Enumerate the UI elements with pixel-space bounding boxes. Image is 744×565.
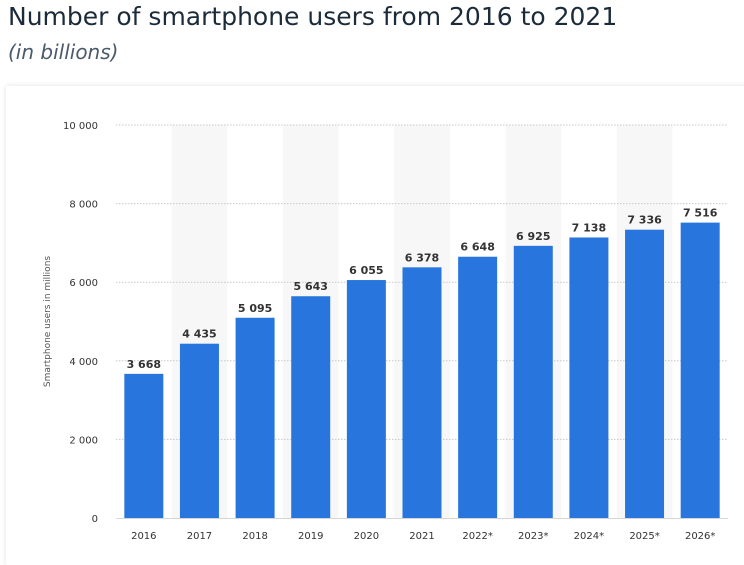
- x-tick-label: 2018: [242, 531, 267, 542]
- x-tick-label: 2026*: [685, 531, 715, 542]
- y-tick-label: 4 000: [69, 357, 98, 368]
- x-tick-label: 2017: [187, 531, 212, 542]
- bar: [625, 229, 665, 519]
- bar: [124, 373, 164, 518]
- x-tick-label: 2024*: [574, 531, 604, 542]
- x-tick-label: 2025*: [629, 531, 659, 542]
- data-label: 5 095: [238, 302, 272, 315]
- data-label: 3 668: [127, 358, 161, 371]
- y-tick-label: 8 000: [69, 200, 98, 211]
- data-label: 7 138: [572, 221, 606, 234]
- y-axis-title: Smartphone users in millions: [43, 256, 53, 387]
- page-title: Number of smartphone users from 2016 to …: [8, 2, 618, 31]
- y-tick-label: 6 000: [69, 278, 98, 289]
- data-label: 4 435: [182, 328, 216, 341]
- bar: [458, 256, 498, 518]
- bar: [235, 317, 275, 518]
- data-label: 6 648: [460, 241, 494, 254]
- y-tick-label: 0: [92, 514, 98, 525]
- y-tick-label: 2 000: [69, 435, 98, 446]
- x-tick-label: 2023*: [518, 531, 548, 542]
- data-label: 7 336: [627, 214, 662, 227]
- bar: [346, 280, 386, 518]
- bar: [402, 267, 442, 518]
- x-tick-label: 2020: [354, 531, 379, 542]
- bar: [680, 222, 720, 518]
- data-label: 5 643: [294, 280, 328, 293]
- data-label: 6 378: [405, 251, 439, 264]
- x-tick-label: 2022*: [462, 531, 492, 542]
- chart-card: 0 2 000 4 000 6 000 8 000 10 000 Smartphone us…: [6, 86, 744, 565]
- bar: [291, 296, 331, 518]
- bar: [179, 343, 219, 518]
- bar-chart: 0 2 000 4 000 6 000 8 000 10 000 Smartphone us…: [43, 121, 728, 542]
- y-tick-label: 10 000: [63, 121, 98, 132]
- data-label: 6 055: [349, 264, 383, 277]
- bar: [569, 237, 609, 518]
- page-subtitle: (in billions): [8, 40, 119, 64]
- x-tick-label: 2016: [131, 531, 156, 542]
- x-tick-label: 2021: [409, 531, 434, 542]
- bar: [513, 245, 553, 518]
- data-label: 7 516: [683, 207, 718, 220]
- data-label: 6 925: [516, 230, 550, 243]
- x-tick-label: 2019: [298, 531, 323, 542]
